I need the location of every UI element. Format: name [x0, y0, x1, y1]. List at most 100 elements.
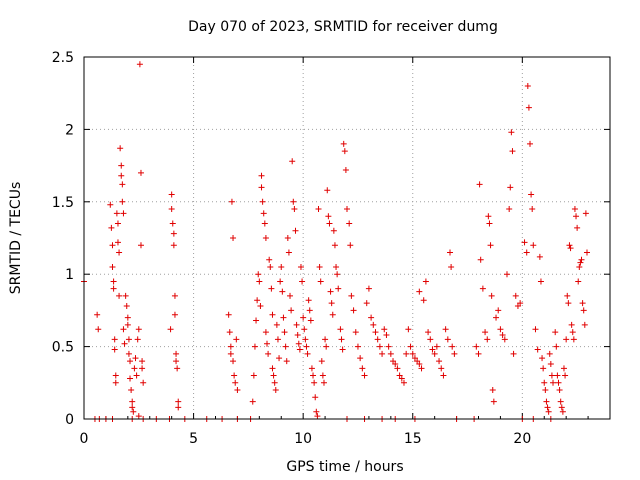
x-axis-label: GPS time / hours — [286, 459, 403, 475]
data-point — [110, 285, 117, 292]
data-point — [552, 329, 559, 336]
data-point — [347, 242, 354, 249]
data-point — [560, 365, 567, 372]
data-point — [582, 210, 589, 217]
data-point — [554, 372, 561, 379]
data-point — [127, 375, 134, 382]
data-point — [409, 350, 416, 357]
data-point — [116, 249, 123, 256]
data-point — [310, 372, 317, 379]
data-point — [173, 350, 180, 357]
data-point — [338, 336, 345, 343]
data-point — [451, 350, 458, 357]
data-point — [313, 408, 320, 415]
data-point — [581, 321, 588, 328]
data-point — [348, 292, 355, 299]
data-point — [232, 379, 239, 386]
data-point — [301, 326, 308, 333]
data-point — [140, 379, 147, 386]
data-point — [133, 372, 140, 379]
grid-lines — [84, 57, 610, 419]
data-point — [316, 263, 323, 270]
data-point — [279, 288, 286, 295]
data-point — [122, 292, 129, 299]
data-point — [234, 387, 241, 394]
data-point — [137, 242, 144, 249]
data-point — [108, 224, 115, 231]
data-point — [124, 321, 131, 328]
data-point — [290, 198, 297, 205]
data-point — [523, 249, 530, 256]
data-point — [168, 206, 175, 213]
data-point — [276, 355, 283, 362]
data-point — [171, 311, 178, 318]
data-point — [120, 326, 127, 333]
data-point — [107, 201, 114, 208]
data-point — [370, 321, 377, 328]
data-point — [249, 398, 256, 405]
data-point — [139, 365, 146, 372]
data-point — [512, 292, 519, 299]
data-point — [303, 343, 310, 350]
data-point — [300, 314, 307, 321]
x-tick-label: 5 — [189, 431, 198, 447]
data-point — [128, 387, 135, 394]
data-point — [297, 263, 304, 270]
data-point — [311, 379, 318, 386]
data-point — [438, 365, 445, 372]
data-point — [324, 187, 331, 194]
data-point — [109, 263, 116, 270]
data-point — [488, 292, 495, 299]
data-point — [580, 307, 587, 314]
data-point — [271, 379, 278, 386]
data-point — [484, 336, 491, 343]
data-point — [346, 220, 353, 227]
y-tick-label: 0.5 — [52, 340, 74, 356]
data-point — [171, 292, 178, 299]
data-point — [333, 263, 340, 270]
data-point — [381, 326, 388, 333]
data-point — [477, 256, 484, 263]
data-point — [528, 191, 535, 198]
data-point — [557, 398, 564, 405]
data-point — [264, 340, 271, 347]
data-point — [570, 336, 577, 343]
data-point — [556, 387, 563, 394]
data-point — [268, 285, 275, 292]
x-tick-label: 20 — [513, 431, 531, 447]
data-point — [485, 213, 492, 220]
data-point — [284, 235, 291, 241]
data-point — [540, 365, 547, 372]
data-point — [567, 245, 574, 252]
data-point — [119, 181, 126, 188]
data-point — [440, 372, 447, 379]
data-point — [573, 213, 580, 220]
data-point — [448, 263, 455, 270]
data-point — [262, 235, 269, 241]
data-point — [131, 365, 138, 372]
data-point — [130, 408, 137, 415]
data-point — [295, 340, 302, 347]
data-point — [114, 239, 121, 246]
data-point — [320, 379, 327, 386]
data-point — [262, 329, 269, 336]
data-point — [545, 408, 552, 415]
data-point — [575, 278, 582, 285]
data-point — [564, 292, 571, 299]
data-point — [285, 249, 292, 256]
data-point — [330, 227, 337, 234]
data-point — [558, 404, 565, 411]
data-point — [307, 317, 314, 324]
data-point — [571, 206, 578, 213]
data-point — [340, 140, 347, 147]
data-point — [281, 329, 288, 336]
data-point — [124, 314, 131, 321]
data-point — [112, 372, 119, 379]
data-point — [296, 346, 303, 353]
data-point — [383, 332, 390, 339]
data-point — [261, 220, 268, 227]
data-point — [521, 239, 528, 246]
data-point — [132, 355, 139, 362]
